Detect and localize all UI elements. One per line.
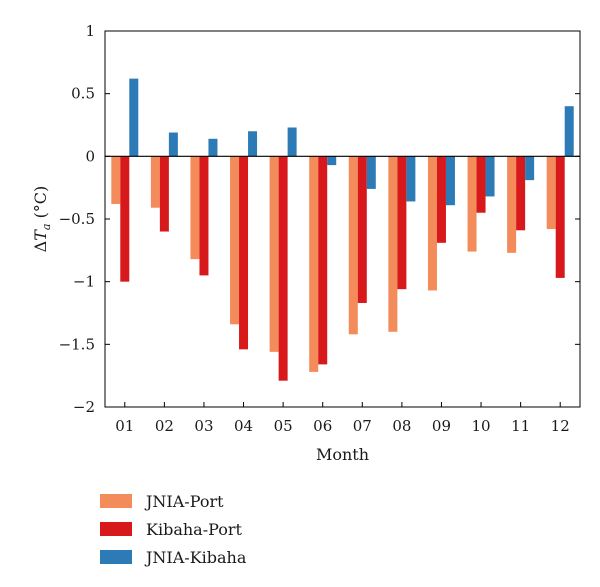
x-tick-label-01: 01 bbox=[115, 417, 134, 435]
x-tick-label-12: 12 bbox=[551, 417, 570, 435]
bar-jnia-port-12 bbox=[546, 156, 556, 230]
legend: JNIA-Port Kibaha-Port JNIA-Kibaha bbox=[100, 488, 246, 572]
bar-jnia-port-10 bbox=[467, 156, 477, 252]
bar-kibaha-port-03 bbox=[199, 156, 209, 276]
bar-kibaha-port-09 bbox=[436, 156, 446, 243]
bar-jnia-kibaha-09 bbox=[445, 156, 455, 206]
legend-item-kibaha-port: Kibaha-Port bbox=[100, 516, 246, 542]
y-tick-label: 0.5 bbox=[71, 85, 95, 103]
y-axis: 1 0.5 0 −0.5 −1 −1.5 −2 bbox=[59, 22, 580, 416]
x-tick-label-02: 02 bbox=[155, 417, 174, 435]
bar-kibaha-port-04 bbox=[239, 156, 249, 350]
bars-layer bbox=[111, 78, 574, 381]
bar-kibaha-port-05 bbox=[278, 156, 288, 381]
x-tick-label-10: 10 bbox=[471, 417, 490, 435]
x-tick-label-03: 03 bbox=[194, 417, 213, 435]
x-axis-title: Month bbox=[316, 445, 369, 464]
bar-jnia-kibaha-01 bbox=[129, 78, 139, 157]
y-tick-label: −1 bbox=[73, 273, 95, 291]
bar-jnia-kibaha-12 bbox=[564, 106, 574, 157]
bar-kibaha-port-07 bbox=[357, 156, 367, 303]
legend-swatch-jnia-port bbox=[100, 494, 132, 508]
bar-jnia-kibaha-11 bbox=[525, 156, 535, 181]
bar-jnia-kibaha-03 bbox=[208, 138, 218, 157]
bar-jnia-port-02 bbox=[150, 156, 160, 208]
bar-chart: 1 0.5 0 −0.5 −1 −1.5 −2 01 02 03 04 05 06 07 08 09 10 11… bbox=[31, 22, 581, 464]
bar-kibaha-port-06 bbox=[318, 156, 328, 365]
bar-kibaha-port-01 bbox=[120, 156, 130, 282]
bar-jnia-port-01 bbox=[111, 156, 121, 204]
x-tick-label-06: 06 bbox=[313, 417, 332, 435]
legend-label-kibaha-port: Kibaha-Port bbox=[146, 519, 242, 539]
bar-kibaha-port-11 bbox=[516, 156, 526, 231]
bar-kibaha-port-10 bbox=[476, 156, 486, 213]
bar-kibaha-port-12 bbox=[555, 156, 565, 278]
bar-kibaha-port-08 bbox=[397, 156, 407, 290]
y-tick-label: −0.5 bbox=[59, 210, 95, 228]
x-tick-label-09: 09 bbox=[432, 417, 451, 435]
y-axis-title-symbol: T bbox=[31, 229, 50, 241]
y-tick-label: 1 bbox=[85, 22, 95, 40]
y-axis-title-subscript: a bbox=[40, 224, 53, 231]
legend-item-jnia-port: JNIA-Port bbox=[100, 488, 246, 514]
bar-jnia-kibaha-04 bbox=[248, 131, 258, 157]
x-tick-label-04: 04 bbox=[234, 417, 253, 435]
bar-jnia-port-09 bbox=[427, 156, 437, 291]
y-tick-label: −1.5 bbox=[59, 335, 95, 353]
y-tick-label: 0 bbox=[85, 147, 95, 165]
legend-item-jnia-kibaha: JNIA-Kibaha bbox=[100, 544, 246, 570]
bar-jnia-kibaha-08 bbox=[406, 156, 416, 202]
bar-jnia-port-05 bbox=[269, 156, 279, 352]
bar-jnia-port-08 bbox=[388, 156, 398, 332]
bar-jnia-kibaha-02 bbox=[168, 132, 178, 157]
bar-kibaha-port-02 bbox=[159, 156, 169, 232]
legend-swatch-jnia-kibaha bbox=[100, 550, 132, 564]
bar-jnia-port-07 bbox=[348, 156, 358, 335]
bar-jnia-port-04 bbox=[230, 156, 240, 325]
bar-jnia-kibaha-05 bbox=[287, 127, 297, 157]
bar-jnia-kibaha-10 bbox=[485, 156, 495, 197]
y-axis-title-unit: (°C) bbox=[31, 186, 50, 224]
y-axis-title-delta: Δ bbox=[31, 241, 50, 253]
y-axis-title: ΔTa (°C) bbox=[31, 186, 53, 253]
x-tick-label-05: 05 bbox=[274, 417, 293, 435]
x-tick-label-11: 11 bbox=[511, 417, 530, 435]
bar-jnia-kibaha-06 bbox=[327, 156, 337, 166]
bar-jnia-port-03 bbox=[190, 156, 200, 260]
bar-jnia-port-11 bbox=[507, 156, 517, 253]
x-tick-label-07: 07 bbox=[353, 417, 372, 435]
bar-jnia-port-06 bbox=[309, 156, 319, 372]
x-axis: 01 02 03 04 05 06 07 08 09 10 11 12 bbox=[115, 402, 570, 435]
legend-swatch-kibaha-port bbox=[100, 522, 132, 536]
legend-label-jnia-kibaha: JNIA-Kibaha bbox=[146, 547, 247, 567]
y-tick-label: −2 bbox=[73, 398, 95, 416]
legend-label-jnia-port: JNIA-Port bbox=[146, 491, 224, 511]
bar-jnia-kibaha-07 bbox=[366, 156, 376, 189]
x-tick-label-08: 08 bbox=[392, 417, 411, 435]
